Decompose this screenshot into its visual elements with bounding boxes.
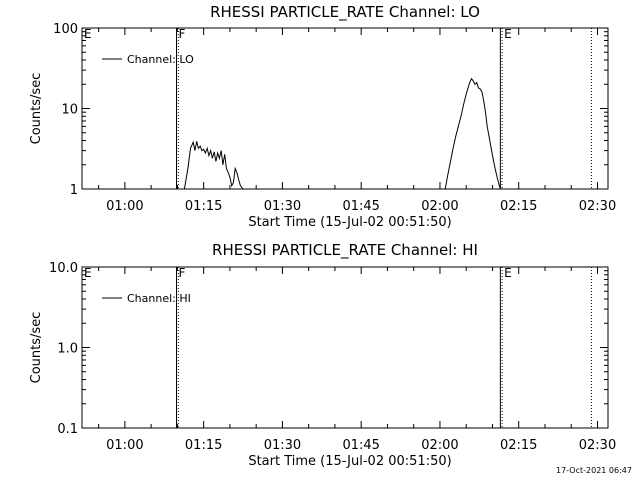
event-marker-label: E — [504, 266, 512, 280]
y-tick-label: 10.0 — [49, 261, 78, 276]
x-axis-label: Start Time (15-Jul-02 00:51:50) — [248, 454, 451, 469]
x-tick-label: 02:00 — [421, 199, 458, 214]
event-marker-label: F — [179, 27, 186, 41]
legend-label: Channel: HI — [127, 292, 191, 305]
y-tick-label: 100 — [53, 22, 78, 37]
y-tick-label: 10 — [61, 103, 78, 118]
event-marker-label: F — [179, 266, 186, 280]
x-axis-label: Start Time (15-Jul-02 00:51:50) — [248, 215, 451, 230]
y-tick-label: 1.0 — [57, 342, 78, 357]
footer-timestamp: 17-Oct-2021 06:47 — [556, 466, 632, 475]
x-tick-label: 01:00 — [106, 199, 143, 214]
x-tick-label: 01:45 — [342, 438, 379, 453]
chart-panel-0: RHESSI PARTICLE_RATE Channel: LO 01:00 01:… — [29, 3, 616, 230]
series-line-0 — [183, 140, 244, 190]
y-axis-label: Counts/sec — [29, 312, 44, 384]
x-tick-label: 02:00 — [421, 438, 458, 453]
event-marker-label: E — [84, 266, 92, 280]
series-line-1 — [444, 77, 501, 190]
chart-panel-1: RHESSI PARTICLE_RATE Channel: HI 01:00 01:… — [29, 241, 616, 469]
x-tick-label: 01:15 — [185, 438, 222, 453]
x-tick-label: 01:30 — [264, 199, 301, 214]
x-tick-label: 01:45 — [342, 199, 379, 214]
x-tick-label: 02:15 — [500, 438, 537, 453]
event-marker-label: E — [504, 27, 512, 41]
x-tick-label: 01:15 — [185, 199, 222, 214]
legend-label: Channel: LO — [127, 53, 194, 66]
chart-title: RHESSI PARTICLE_RATE Channel: HI — [212, 241, 478, 260]
y-tick-label: 0.1 — [57, 422, 78, 437]
y-axis-label: Counts/sec — [29, 73, 44, 145]
x-tick-label: 02:30 — [579, 438, 616, 453]
x-tick-label: 01:30 — [264, 438, 301, 453]
chart-title: RHESSI PARTICLE_RATE Channel: LO — [210, 3, 480, 22]
x-tick-label: 02:15 — [500, 199, 537, 214]
x-tick-label: 02:30 — [579, 199, 616, 214]
event-marker-label: E — [84, 27, 92, 41]
y-tick-label: 1 — [70, 183, 78, 198]
x-tick-label: 01:00 — [106, 438, 143, 453]
